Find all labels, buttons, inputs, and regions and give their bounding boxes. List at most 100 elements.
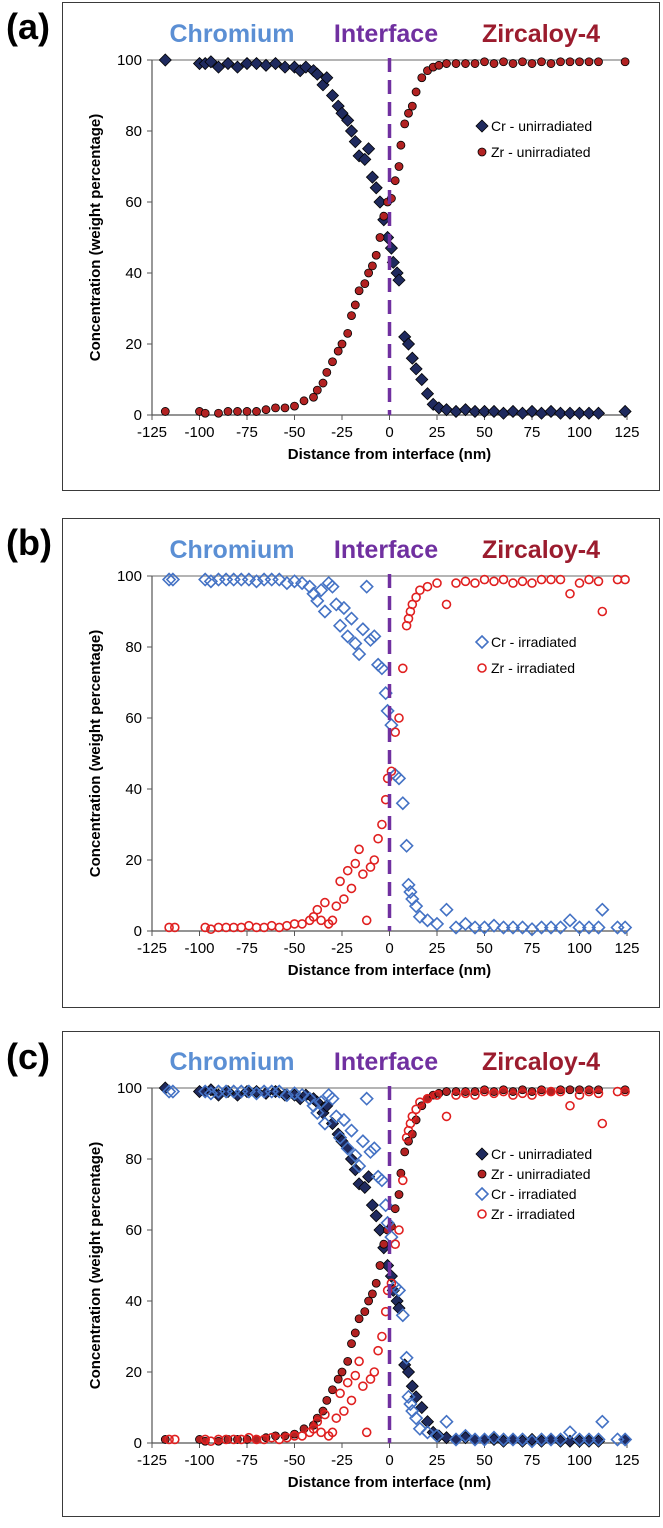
region-label-zircaloy-4: Zircaloy-4 (482, 536, 600, 564)
data-point (595, 902, 610, 917)
x-tick-label: -125 (137, 424, 167, 441)
data-point (365, 170, 379, 184)
data-point (489, 59, 499, 68)
region-label-chromium: Chromium (170, 20, 295, 48)
data-point (271, 403, 280, 413)
data-point (359, 579, 374, 594)
data-point (411, 592, 421, 603)
data-point (221, 56, 235, 71)
region-label-chromium: Chromium (170, 1048, 295, 1076)
data-point (335, 106, 349, 120)
chart-a: Chromium Interface Zircaloy-4 0 20 40 60 80 100 -… (87, 20, 640, 463)
data-point (584, 57, 594, 67)
series-zr-unirradiated (160, 1085, 630, 1446)
data-point (595, 1414, 610, 1429)
data-point (382, 773, 393, 784)
data-point (370, 657, 386, 672)
x-tick-label: 75 (524, 1452, 541, 1469)
data-point (337, 339, 347, 349)
x-tick-label: 75 (524, 424, 541, 441)
data-point (203, 1086, 219, 1101)
data-point (384, 241, 398, 255)
data-point (340, 629, 355, 644)
legend-label: Zr - unirradiated (491, 1166, 591, 1182)
data-point (515, 406, 530, 420)
data-point (363, 1144, 378, 1160)
y-tick-label: 20 (125, 1364, 142, 1381)
data-point (487, 404, 501, 419)
data-point (359, 1091, 374, 1106)
data-point (391, 771, 407, 786)
data-point (498, 1086, 509, 1097)
data-point (563, 406, 577, 420)
data-point (335, 1388, 345, 1399)
data-point (200, 408, 210, 418)
data-point (543, 1432, 559, 1447)
data-point (369, 181, 383, 195)
data-point (343, 328, 353, 338)
data-point (499, 57, 508, 67)
data-point (458, 403, 473, 417)
data-point (618, 404, 632, 419)
data-point (317, 1116, 333, 1131)
data-point (411, 1104, 421, 1115)
data-point (371, 1278, 381, 1288)
x-tick-label: 50 (476, 424, 493, 441)
data-point (565, 1085, 575, 1095)
data-point (241, 572, 257, 587)
data-point (534, 1432, 549, 1447)
legend-label: Zr - irradiated (491, 1206, 575, 1222)
data-point (361, 1427, 372, 1438)
data-point (313, 583, 329, 598)
series-zr-unirradiated (160, 57, 630, 418)
data-point (200, 922, 210, 933)
data-point (581, 1432, 597, 1447)
x-axis-title: Distance from interface (nm) (288, 446, 491, 463)
data-point (272, 1084, 287, 1099)
x-tick-label: 100 (567, 1452, 592, 1469)
data-point (403, 884, 418, 900)
data-point (322, 367, 332, 377)
data-point (574, 1090, 585, 1100)
data-point (280, 403, 290, 413)
legend-label: Cr - irradiated (491, 1186, 577, 1202)
legend-marker (477, 1169, 487, 1179)
data-point (362, 1170, 376, 1184)
y-tick-label: 100 (117, 1080, 142, 1097)
data-point (375, 1261, 385, 1270)
panel-label-c: (c) (6, 1036, 50, 1077)
data-point (496, 1432, 511, 1447)
region-label-zircaloy-4: Zircaloy-4 (482, 20, 600, 48)
data-point (597, 1118, 608, 1129)
data-point (439, 902, 454, 917)
data-point (327, 915, 338, 926)
data-point (170, 922, 180, 933)
x-tick-label: 25 (429, 940, 446, 957)
data-point (508, 1090, 518, 1100)
data-point (261, 405, 271, 415)
data-point (327, 1427, 338, 1438)
data-point (264, 572, 279, 587)
y-tick-label: 80 (125, 1151, 142, 1168)
data-point (362, 142, 376, 156)
data-point (350, 300, 360, 310)
data-point (342, 1377, 353, 1388)
data-point (371, 250, 381, 260)
data-point (442, 59, 451, 68)
x-tick-label: -125 (137, 940, 167, 957)
data-point (401, 877, 416, 892)
data-point (394, 1225, 404, 1235)
data-point (377, 819, 387, 830)
data-point (515, 1432, 530, 1447)
x-tick-label: 50 (476, 940, 493, 957)
data-point (348, 1148, 363, 1163)
data-point (403, 1396, 418, 1412)
data-point (282, 920, 292, 931)
data-point (348, 636, 363, 651)
data-point (543, 920, 559, 935)
data-point (458, 1431, 473, 1445)
data-point (451, 578, 461, 588)
data-point (244, 920, 254, 931)
x-tick-label: -25 (331, 940, 353, 957)
data-point (412, 1421, 428, 1436)
